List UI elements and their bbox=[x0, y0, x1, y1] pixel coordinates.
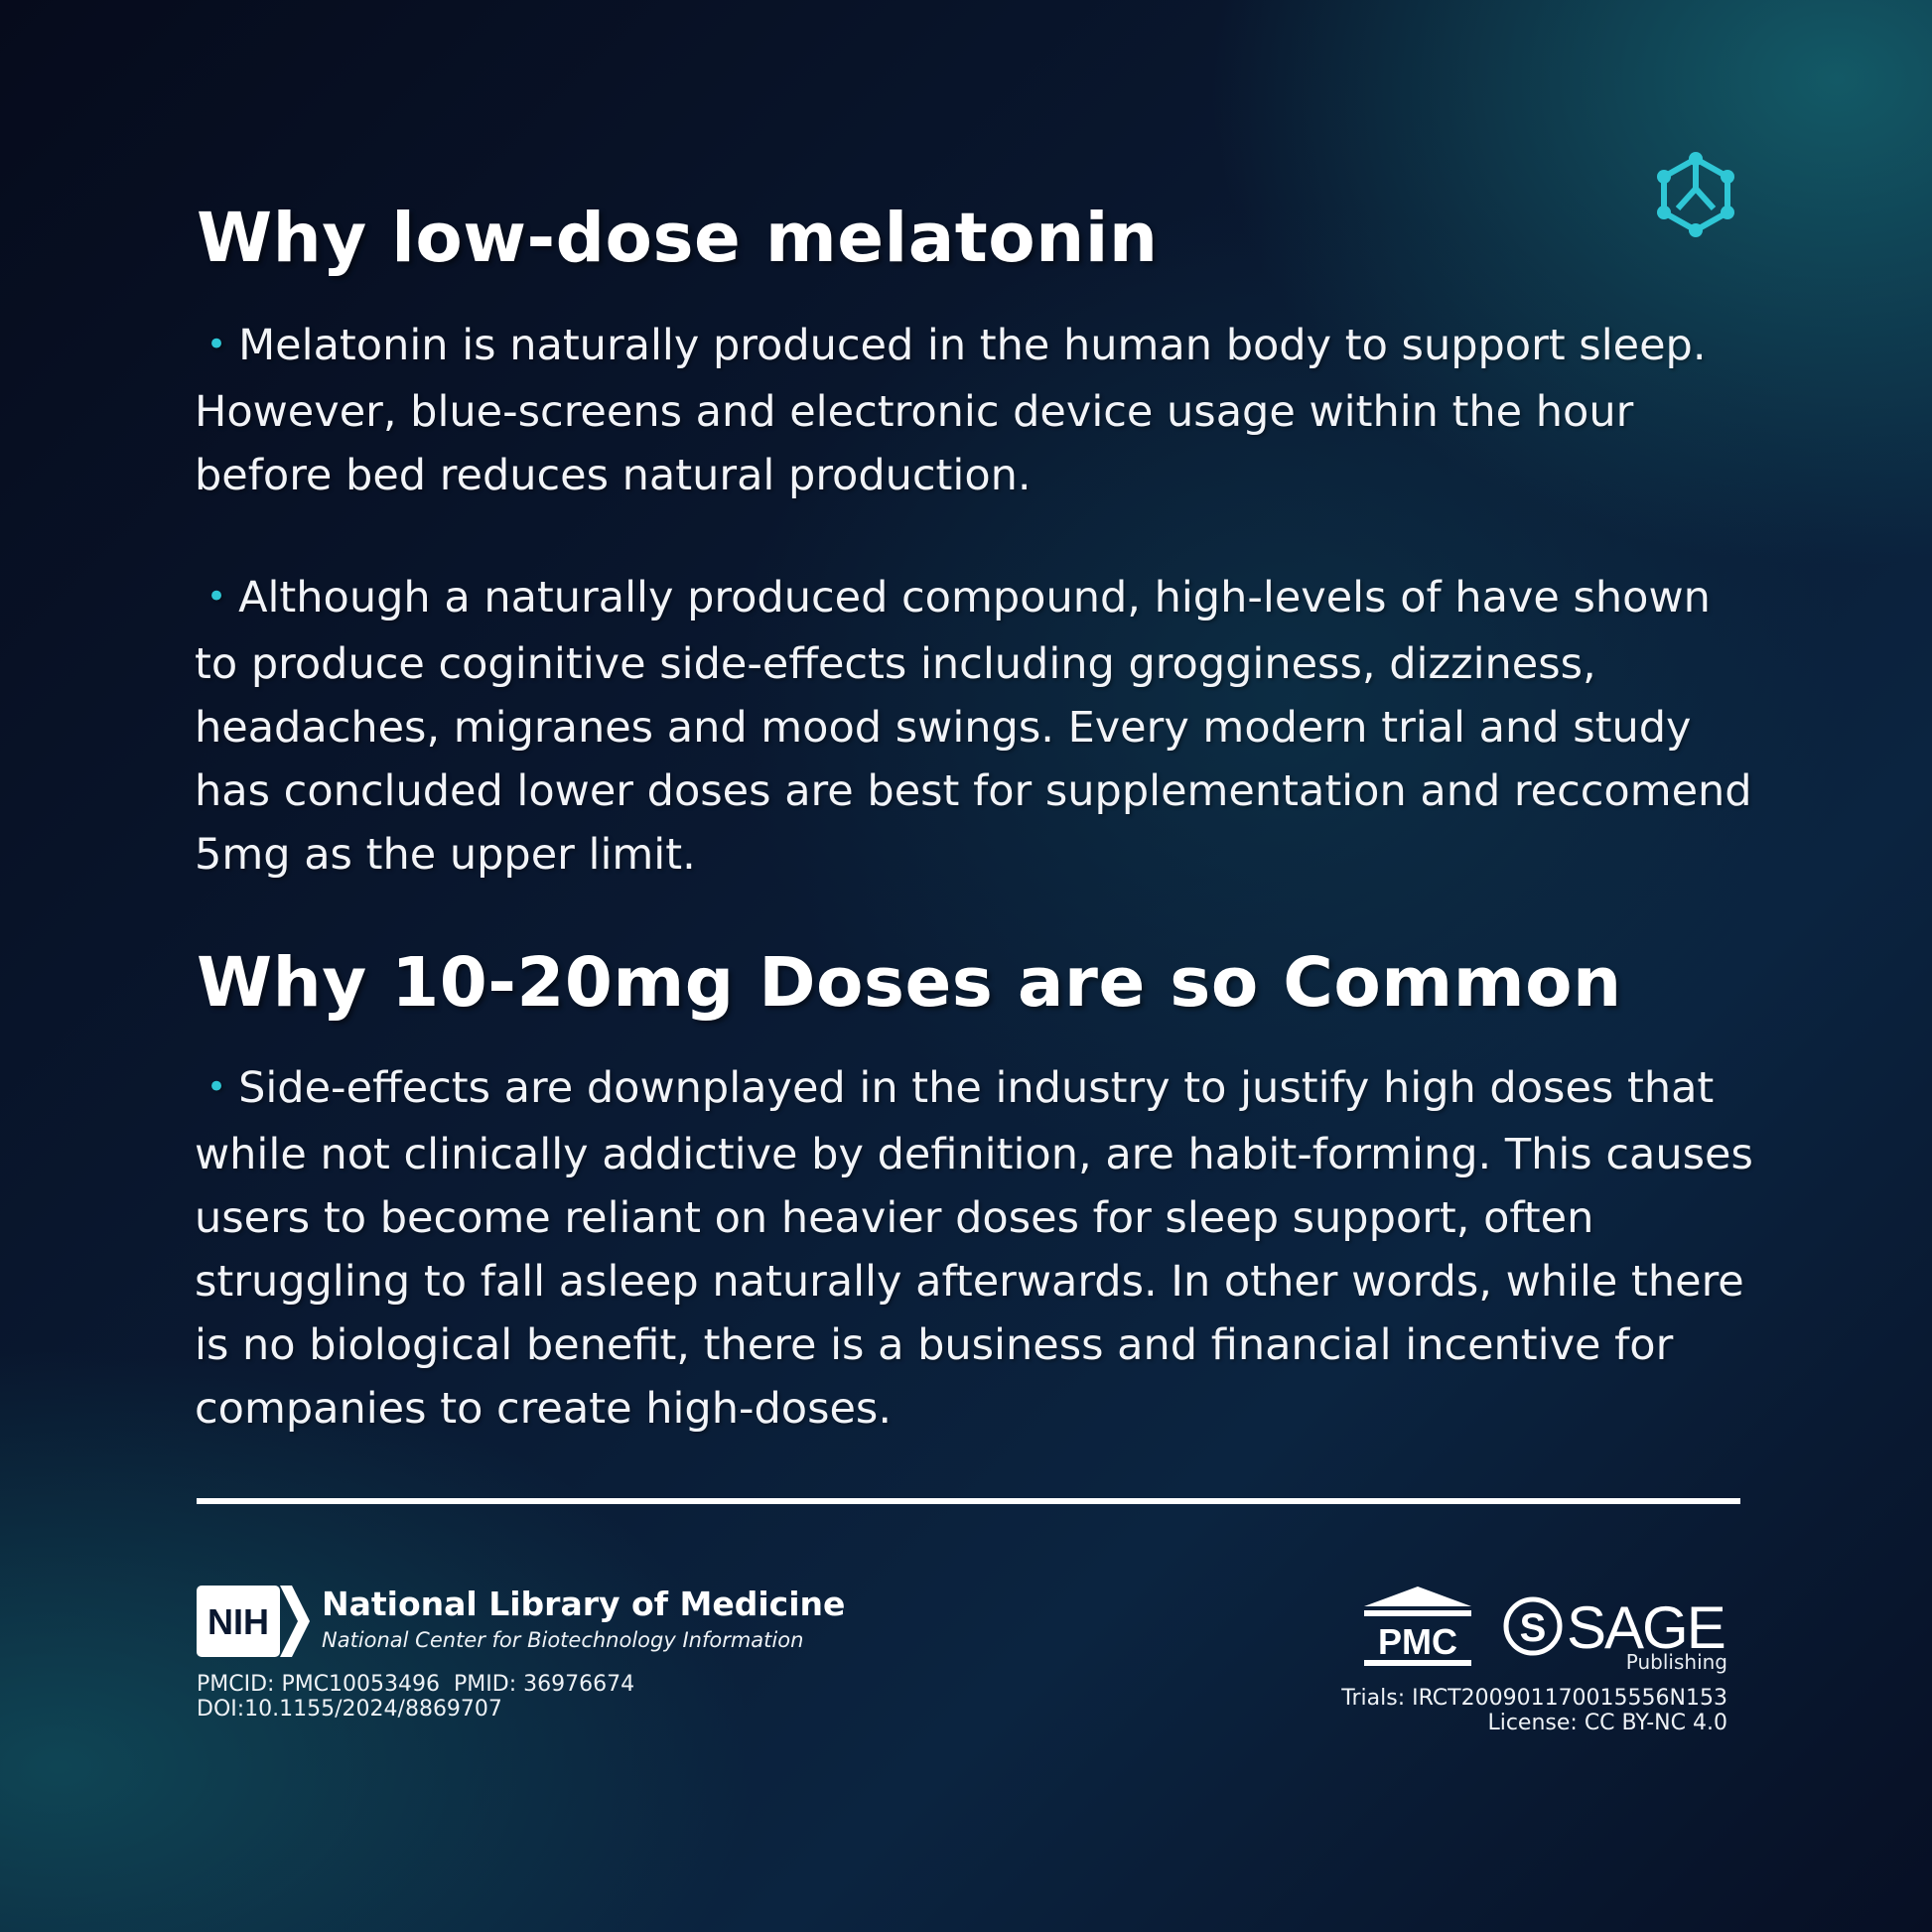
molecule-hexagon-icon bbox=[1657, 152, 1734, 237]
bullet-icon: • bbox=[207, 577, 227, 617]
trials-id: Trials: IRCT200901170015556N153 bbox=[1341, 1686, 1727, 1711]
svg-text:S: S bbox=[1520, 1606, 1547, 1650]
trial-license-info: Trials: IRCT200901170015556N153 License:… bbox=[1291, 1686, 1727, 1735]
section2-title: Why 10-20mg Doses are so Common bbox=[197, 943, 1622, 1023]
section1-title: Why low-dose melatonin bbox=[197, 199, 1159, 278]
nih-subtitle: National Center for Biotechnology Inform… bbox=[322, 1628, 804, 1652]
doi: DOI:10.1155/2024/8869707 bbox=[197, 1697, 502, 1722]
bullet-icon: • bbox=[207, 1067, 227, 1107]
divider bbox=[197, 1498, 1740, 1504]
nih-mark-icon: NIH bbox=[197, 1586, 310, 1657]
section1-paragraph-1: • Melatonin is naturally produced in the … bbox=[195, 321, 1707, 500]
svg-text:NIH: NIH bbox=[207, 1601, 269, 1642]
section1-paragraph-2: • Although a naturally produced compound,… bbox=[195, 573, 1752, 880]
pmcid: PMCID: PMC10053496 bbox=[197, 1672, 441, 1697]
nih-title: National Library of Medicine bbox=[322, 1585, 846, 1623]
article-ids: PMCID: PMC10053496 PMID: 36976674 DOI:10.… bbox=[197, 1672, 648, 1722]
section2-paragraph-1: • Side-effects are downplayed in the indu… bbox=[195, 1063, 1753, 1434]
sage-publishing-label: Publishing bbox=[1625, 1650, 1727, 1674]
pmid: PMID: 36976674 bbox=[454, 1672, 635, 1697]
svg-text:SAGE: SAGE bbox=[1567, 1594, 1725, 1661]
pmc-logo: PMC bbox=[1364, 1587, 1471, 1666]
license: License: CC BY-NC 4.0 bbox=[1487, 1711, 1727, 1735]
bullet-icon: • bbox=[207, 325, 227, 364]
sage-logo: S SAGE bbox=[1503, 1594, 1726, 1661]
svg-text:PMC: PMC bbox=[1378, 1621, 1457, 1662]
